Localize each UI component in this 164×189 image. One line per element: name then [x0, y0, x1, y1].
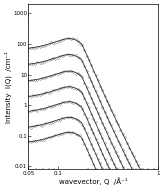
Y-axis label: Intensity  I(Q)  /cm⁻¹: Intensity I(Q) /cm⁻¹ [4, 51, 12, 123]
X-axis label: wavevector, Q  /Å⁻¹: wavevector, Q /Å⁻¹ [59, 177, 128, 185]
